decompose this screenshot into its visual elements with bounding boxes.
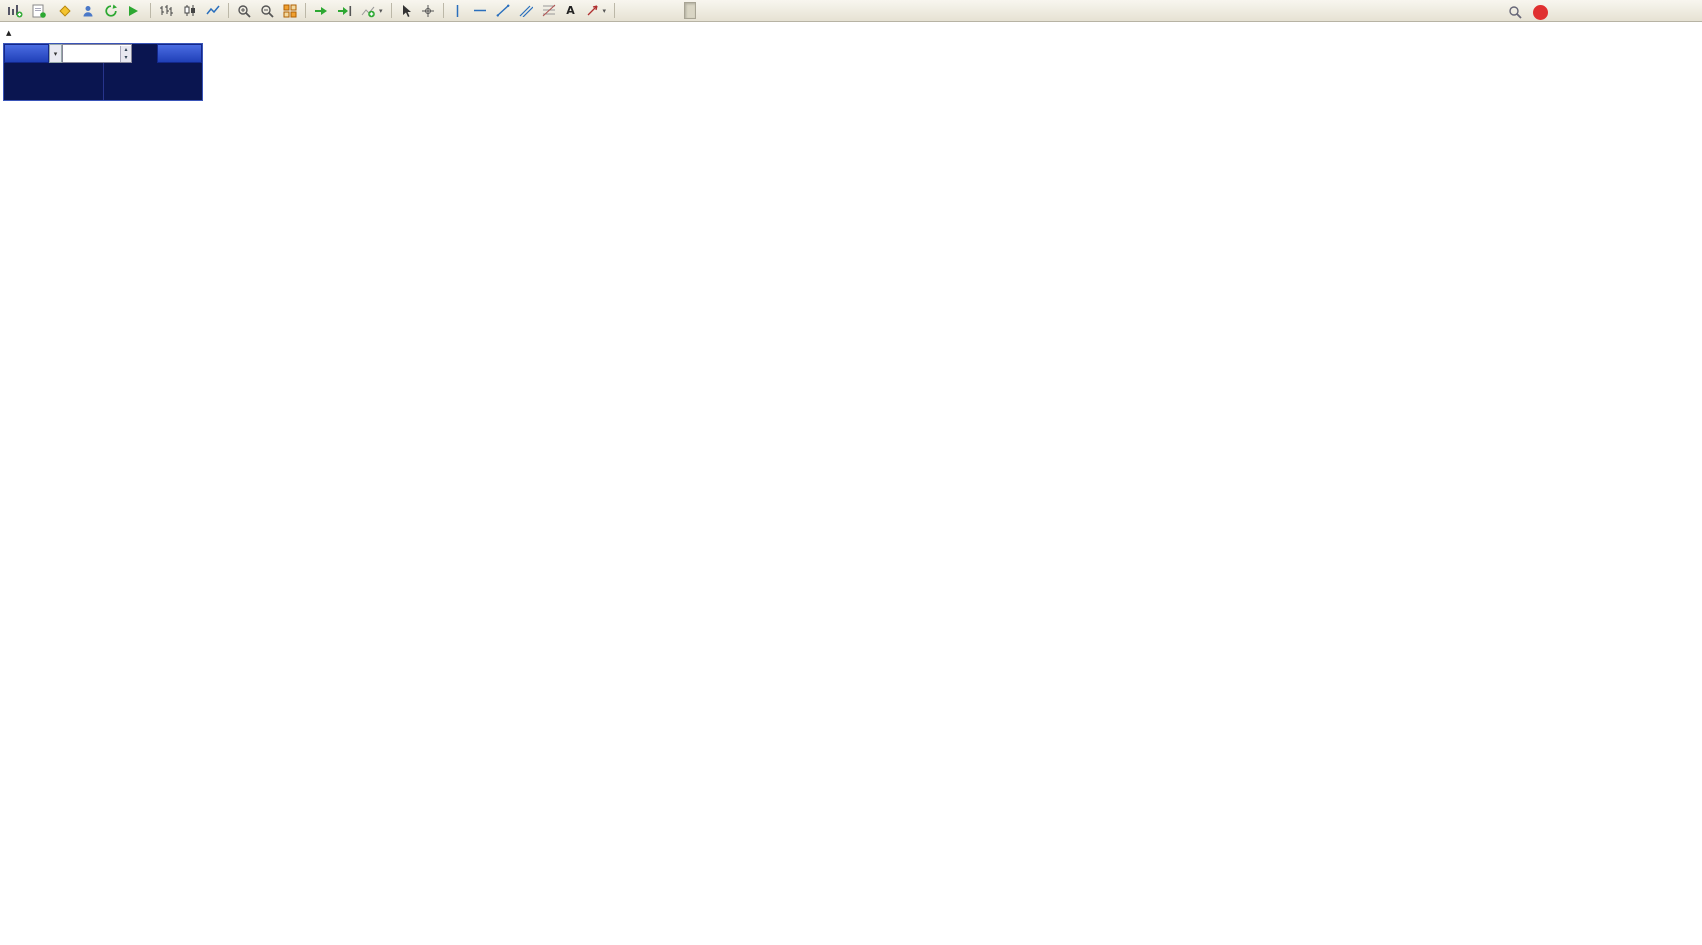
tile-windows-button[interactable]: [279, 1, 301, 21]
text-tool-icon: A: [566, 4, 575, 17]
trendline-icon: [496, 4, 509, 17]
play-icon: [129, 5, 138, 16]
line-chart-icon: [206, 5, 220, 15]
trade-options-button[interactable]: ▾: [49, 44, 62, 63]
cursor-tool-button[interactable]: [396, 1, 416, 21]
spin-up-icon: ▴: [121, 45, 131, 54]
toolbar-separator: [442, 3, 444, 18]
new-chart-icon: [8, 4, 23, 17]
notification-badge[interactable]: [1533, 4, 1548, 20]
new-order-button[interactable]: [28, 1, 53, 21]
vertical-line-tool-button[interactable]: [448, 1, 468, 21]
volume-stepper[interactable]: ▴ ▾: [120, 45, 131, 62]
zoom-in-button[interactable]: [233, 1, 255, 21]
chart-shift-button[interactable]: [333, 1, 356, 21]
timeframe-m5[interactable]: [632, 2, 644, 19]
search-icon: [1509, 6, 1522, 19]
channel-tool-button[interactable]: [515, 1, 537, 21]
arrow-drawing-icon: [587, 5, 598, 16]
diamond-icon: [59, 4, 71, 17]
auto-trading-button[interactable]: [123, 1, 146, 21]
chevron-down-icon: ▾: [602, 6, 607, 15]
timeframe-m30[interactable]: [658, 2, 670, 19]
arrow-tool-button[interactable]: ▾: [582, 1, 611, 21]
crosshair-tool-button[interactable]: [417, 1, 439, 21]
bar-chart-mode-button[interactable]: [155, 1, 178, 21]
ohlc-bars-icon: [160, 5, 173, 16]
timeframe-d1[interactable]: [697, 2, 709, 19]
indicators-button[interactable]: ▾: [357, 1, 387, 21]
main-toolbar: ▾ A ▾: [0, 0, 1702, 22]
refresh-button[interactable]: [100, 1, 122, 21]
channel-icon: [519, 5, 533, 17]
symbol-triangle-icon: ▲: [6, 29, 12, 37]
timeframe-w1[interactable]: [710, 2, 722, 19]
refresh-icon: [105, 4, 117, 17]
candlestick-icon: [184, 5, 195, 16]
text-tool-button[interactable]: A: [561, 1, 581, 21]
zoom-out-button[interactable]: [256, 1, 278, 21]
spin-down-icon: ▾: [121, 53, 131, 62]
line-chart-mode-button[interactable]: [202, 1, 224, 21]
symbol-header: ▲: [6, 27, 20, 38]
toolbar-separator: [390, 3, 392, 18]
buy-button[interactable]: [157, 44, 202, 63]
add-indicator-icon: [361, 6, 375, 17]
cursor-icon: [402, 4, 411, 17]
chart-shift-icon: [338, 5, 352, 16]
zoom-out-icon: [261, 4, 274, 18]
crosshair-icon: [421, 4, 434, 17]
timeframe-m1[interactable]: [619, 2, 631, 19]
horizontal-line-tool-button[interactable]: [469, 1, 491, 21]
auto-scroll-icon: [315, 6, 327, 15]
timeframe-h4[interactable]: [684, 2, 697, 19]
volume-input[interactable]: ▴ ▾: [62, 44, 132, 63]
one-click-trading-panel: ▾ ▴ ▾: [3, 43, 203, 101]
toolbar-separator: [228, 3, 229, 18]
timeframe-h1[interactable]: [671, 2, 683, 19]
profile-icon: [83, 5, 93, 16]
timeframe-mn[interactable]: [723, 2, 735, 19]
sell-price-display[interactable]: [4, 63, 103, 100]
toolbar-separator: [614, 3, 616, 18]
search-button[interactable]: [1504, 2, 1526, 22]
indicator-diamond-button[interactable]: [54, 1, 76, 21]
trade-panel-spacer: [132, 44, 157, 63]
tile-windows-icon: [283, 4, 297, 17]
order-doc-icon: [32, 4, 46, 18]
trade-panel-divider: [102, 63, 104, 100]
accounts-button[interactable]: [77, 1, 99, 21]
toolbar-separator: [150, 3, 151, 18]
macd-label: [5, 540, 17, 551]
buy-price-display[interactable]: [104, 63, 203, 100]
rsi-label: [5, 698, 11, 709]
timeframe-m15[interactable]: [645, 2, 657, 19]
zoom-in-icon: [238, 4, 251, 18]
vertical-line-icon: [456, 4, 459, 17]
new-chart-button[interactable]: [3, 1, 27, 21]
trendline-tool-button[interactable]: [492, 1, 514, 21]
chevron-down-icon: ▾: [53, 49, 58, 58]
fibonacci-icon: [542, 4, 555, 17]
chevron-down-icon: ▾: [379, 6, 383, 15]
fibonacci-tool-button[interactable]: [538, 1, 560, 21]
sell-button[interactable]: [4, 44, 49, 63]
toolbar-separator: [305, 3, 306, 18]
horizontal-line-icon: [473, 9, 486, 12]
candlestick-mode-button[interactable]: [179, 1, 201, 21]
auto-scroll-button[interactable]: [310, 1, 332, 21]
